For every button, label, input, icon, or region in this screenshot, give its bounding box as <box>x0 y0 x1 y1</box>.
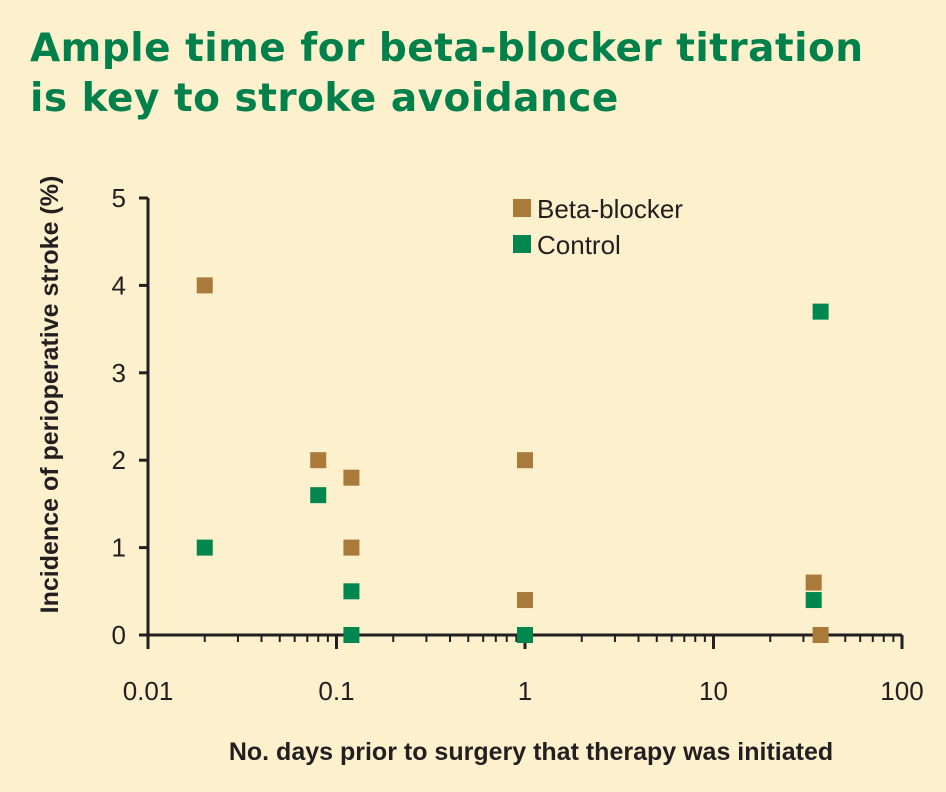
chart-title: Ample time for beta-blocker titration is… <box>30 24 930 124</box>
beta-blocker-point <box>517 452 533 469</box>
x-tick-label: 100 <box>880 676 923 706</box>
beta-blocker-point <box>196 277 213 294</box>
y-tick-label: 0 <box>112 620 126 650</box>
data-points <box>196 277 829 643</box>
beta-blocker-point <box>517 592 533 609</box>
y-tick-label: 2 <box>112 445 126 475</box>
legend: Beta-blocker Control <box>513 194 683 260</box>
y-axis-title: Incidence of perioperative stroke (%) <box>36 176 64 614</box>
control-point <box>805 592 822 609</box>
tick-labels: 0 1 2 3 4 5 0.01 0.1 1 10 100 <box>112 183 924 706</box>
control-point <box>310 487 327 504</box>
legend-swatch-beta-blocker <box>513 199 531 217</box>
control-point <box>343 583 360 600</box>
y-tick-label: 4 <box>112 270 126 300</box>
beta-blocker-point <box>310 452 327 469</box>
legend-label-control: Control <box>537 230 621 260</box>
beta-blocker-point <box>343 469 360 486</box>
chart-title-line-2: is key to stroke avoidance <box>30 76 619 121</box>
control-point <box>517 627 533 643</box>
chart-title-line-1: Ample time for beta-blocker titration <box>30 26 864 71</box>
x-tick-label: 1 <box>518 676 532 706</box>
legend-label-beta-blocker: Beta-blocker <box>537 194 683 224</box>
control-point <box>343 627 360 643</box>
control-point <box>812 303 829 320</box>
x-tick-label: 0.1 <box>318 676 354 706</box>
y-tick-label: 3 <box>112 358 126 388</box>
control-point <box>196 539 213 556</box>
beta-blocker-point <box>343 539 360 556</box>
y-tick-label: 5 <box>112 183 126 213</box>
x-tick-label: 10 <box>699 676 728 706</box>
x-tick-label: 0.01 <box>123 676 174 706</box>
axes <box>139 196 904 649</box>
beta-blocker-point <box>805 574 822 591</box>
beta-blocker-point <box>812 627 829 643</box>
x-axis-title: No. days prior to surgery that therapy w… <box>229 738 833 766</box>
legend-swatch-control <box>513 235 531 253</box>
y-tick-label: 1 <box>112 533 126 563</box>
